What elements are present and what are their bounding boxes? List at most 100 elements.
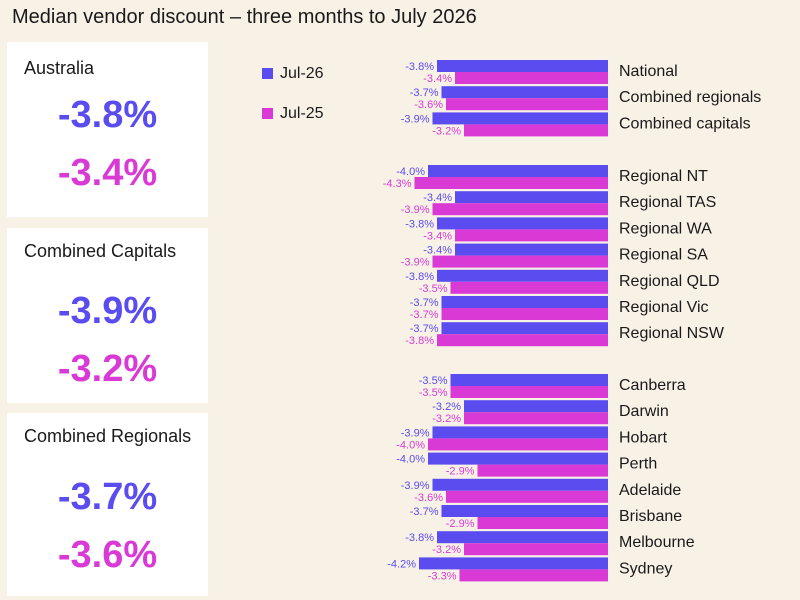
bar-jul26 xyxy=(432,426,608,439)
card-current-value: -3.8% xyxy=(57,94,158,136)
bar-jul25 xyxy=(464,543,608,556)
chart-title: Median vendor discount – three months to… xyxy=(12,6,477,28)
data-label: -4.0% xyxy=(396,439,425,451)
bar-jul26 xyxy=(428,452,608,465)
data-label: -3.8% xyxy=(405,335,434,347)
bar-jul26 xyxy=(441,86,608,99)
category-label: Regional TAS xyxy=(619,194,716,211)
bar-jul26 xyxy=(437,269,608,282)
bar-jul25 xyxy=(477,464,608,477)
data-label: -3.8% xyxy=(405,532,434,544)
bar-jul26 xyxy=(455,191,608,204)
bar-jul26 xyxy=(441,505,608,517)
category-label: Regional QLD xyxy=(619,273,720,290)
data-label: -3.4% xyxy=(423,245,452,257)
bar-jul26 xyxy=(450,374,608,386)
card-combined-capitals: Combined Capitals -3.9% -3.2% xyxy=(7,228,208,403)
data-label: -3.7% xyxy=(410,87,439,99)
card-label: Combined Capitals xyxy=(24,241,177,261)
legend-label-previous: Jul-25 xyxy=(280,105,324,122)
bar-jul26 xyxy=(441,296,608,308)
category-label: Regional NSW xyxy=(619,325,725,342)
category-label: Darwin xyxy=(619,403,669,420)
data-label: -3.6% xyxy=(414,99,443,111)
data-label: -3.4% xyxy=(423,230,452,242)
bar-jul25 xyxy=(450,386,608,398)
category-label: Regional NT xyxy=(619,168,708,185)
data-label: -3.8% xyxy=(405,218,434,230)
category-label: Hobart xyxy=(619,429,668,446)
card-label: Australia xyxy=(24,58,95,78)
bar-jul25 xyxy=(432,203,608,216)
bar-jul26 xyxy=(437,217,608,230)
bar-jul25 xyxy=(455,72,608,84)
bar-jul25 xyxy=(455,229,608,242)
data-label: -3.7% xyxy=(410,323,439,335)
data-label: -3.9% xyxy=(401,427,430,439)
data-label: -3.7% xyxy=(410,309,439,321)
bar-jul26 xyxy=(437,60,608,72)
category-label: Canberra xyxy=(619,377,686,394)
bar-jul26 xyxy=(419,557,608,570)
bar-jul25 xyxy=(477,517,608,529)
category-label: Perth xyxy=(619,456,657,473)
data-label: -3.2% xyxy=(432,413,461,425)
bar-jul26 xyxy=(464,400,608,413)
bar-jul25 xyxy=(446,490,608,503)
bar-jul26 xyxy=(432,112,608,125)
bar-jul25 xyxy=(464,124,608,137)
data-label: -3.7% xyxy=(410,506,439,518)
data-label: -3.2% xyxy=(432,544,461,556)
data-label: -3.2% xyxy=(432,125,461,137)
data-label: -3.9% xyxy=(401,480,430,492)
data-label: -3.9% xyxy=(401,204,430,216)
data-label: -3.4% xyxy=(423,192,452,204)
legend-swatch-previous xyxy=(262,108,273,119)
data-label: -2.9% xyxy=(446,466,475,478)
bar-jul25 xyxy=(459,569,608,582)
data-label: -3.7% xyxy=(410,297,439,309)
data-label: -3.5% xyxy=(419,387,448,399)
data-label: -3.5% xyxy=(419,283,448,295)
card-australia: Australia -3.8% -3.4% xyxy=(7,42,208,217)
data-label: -4.0% xyxy=(396,166,425,178)
bar-jul25 xyxy=(464,412,608,425)
data-label: -3.9% xyxy=(401,113,430,125)
bar-jul25 xyxy=(441,308,608,320)
card-previous-value: -3.6% xyxy=(57,534,158,576)
bar-jul26 xyxy=(441,322,608,335)
bar-jul26 xyxy=(455,243,608,256)
legend-label-current: Jul-26 xyxy=(280,65,324,82)
card-current-value: -3.7% xyxy=(57,476,158,518)
data-label: -3.5% xyxy=(419,375,448,387)
data-label: -3.2% xyxy=(432,401,461,413)
card-previous-value: -3.4% xyxy=(57,152,158,194)
bar-jul25 xyxy=(414,177,608,189)
category-label: Adelaide xyxy=(619,482,681,499)
bar-jul25 xyxy=(446,98,608,111)
category-label: Regional SA xyxy=(619,247,708,264)
data-label: -3.3% xyxy=(428,570,457,582)
category-label: Combined capitals xyxy=(619,115,751,132)
bar-jul25 xyxy=(437,334,608,347)
category-label: National xyxy=(619,63,678,80)
card-combined-regionals: Combined Regionals -3.7% -3.6% xyxy=(7,413,208,596)
category-label: Melbourne xyxy=(619,534,695,551)
bar-jul26 xyxy=(437,531,608,544)
data-label: -4.0% xyxy=(396,454,425,466)
data-label: -3.9% xyxy=(401,257,430,269)
bar-jul25 xyxy=(450,281,608,294)
category-label: Sydney xyxy=(619,560,672,577)
data-label: -3.8% xyxy=(405,61,434,73)
card-current-value: -3.9% xyxy=(57,290,158,332)
bar-jul26 xyxy=(432,478,608,491)
category-label: Regional Vic xyxy=(619,299,709,316)
card-label: Combined Regionals xyxy=(24,426,192,446)
legend-swatch-current xyxy=(262,68,273,79)
category-label: Combined regionals xyxy=(619,89,761,106)
bar-jul26 xyxy=(428,165,608,177)
data-label: -4.3% xyxy=(383,178,412,190)
data-label: -3.8% xyxy=(405,271,434,283)
category-label: Regional WA xyxy=(619,220,712,237)
